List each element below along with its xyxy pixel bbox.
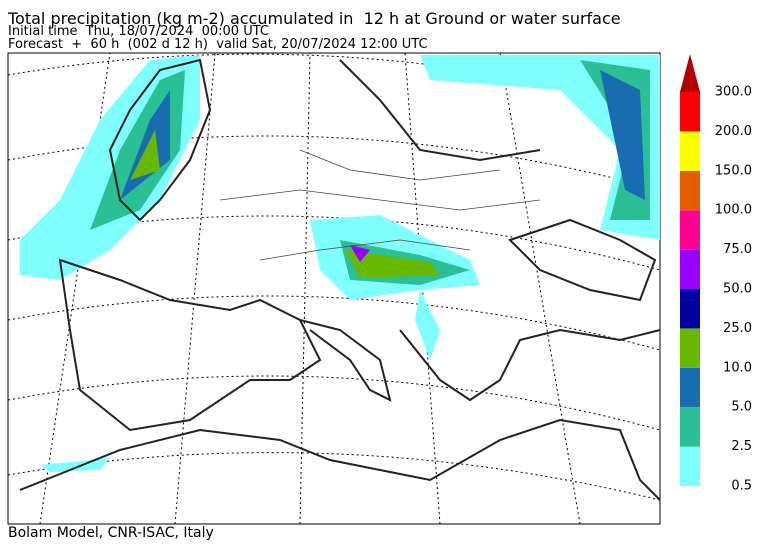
- colorbar-band: [680, 289, 700, 329]
- colorbar-band: [680, 328, 700, 368]
- colorbar-band: [680, 367, 700, 408]
- colorbar-label: 300.0: [715, 85, 752, 100]
- colorbar-label: 10.0: [723, 360, 752, 375]
- colorbar-label: 100.0: [715, 203, 752, 218]
- colorbar-label: 2.5: [731, 439, 752, 454]
- colorbar-extension: [680, 54, 700, 92]
- colorbar-band: [680, 249, 700, 289]
- colorbar-label: 25.0: [723, 321, 752, 336]
- colorbar-band: [680, 407, 700, 447]
- colorbar-label: 150.0: [715, 163, 752, 178]
- colorbar-band: [680, 446, 700, 486]
- footer: Bolam Model, CNR-ISAC, Italy: [8, 525, 214, 541]
- colorbar-band: [680, 92, 700, 132]
- initial-time: Initial time Thu, 18/07/2024 00:00 UTC: [8, 24, 269, 39]
- forecast-time: Forecast + 60 h (002 d 12 h) valid Sat, …: [8, 37, 428, 52]
- colorbar: 0.5 2.5 5.0 10.0 25.0 50.0 75.0 100.0 150.0 200.0…: [680, 54, 752, 494]
- colorbar-label: 0.5: [731, 479, 752, 494]
- colorbar-label: 5.0: [731, 400, 752, 415]
- colorbar-label: 50.0: [723, 282, 752, 297]
- colorbar-band: [680, 170, 700, 211]
- map: [7, 52, 661, 525]
- colorbar-band: [680, 210, 700, 250]
- colorbar-label: 200.0: [715, 124, 752, 139]
- colorbar-label: 75.0: [723, 242, 752, 257]
- colorbar-band: [680, 131, 700, 171]
- title: Total precipitation (kg m-2) accumulated…: [8, 9, 621, 28]
